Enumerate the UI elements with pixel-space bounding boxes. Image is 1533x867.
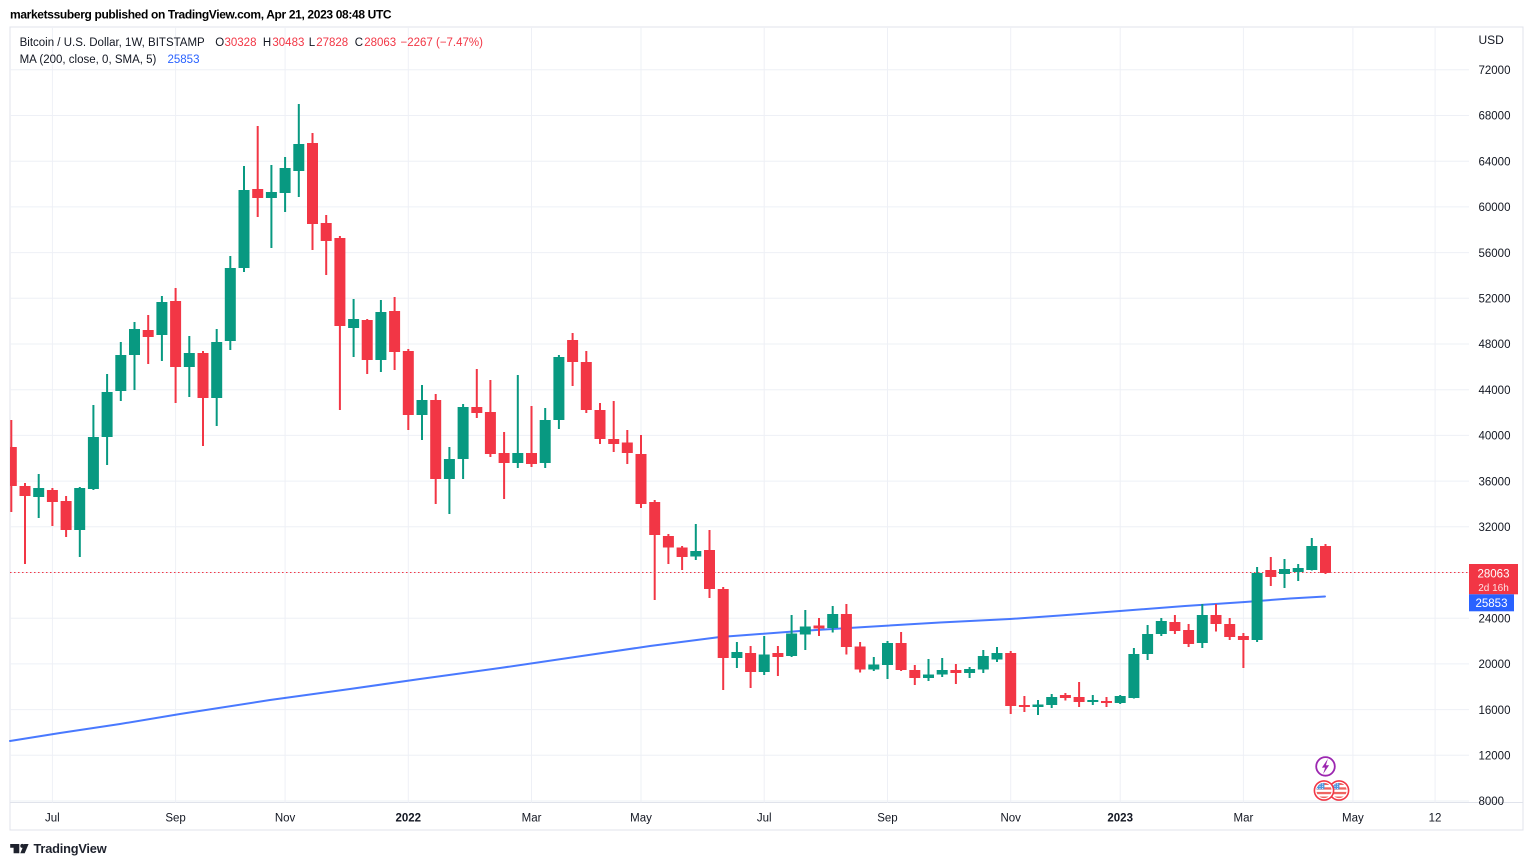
svg-text:May: May	[630, 812, 652, 824]
svg-text:25853: 25853	[1476, 598, 1508, 610]
svg-text:Sep: Sep	[877, 812, 897, 824]
svg-text:30483: 30483	[272, 37, 304, 49]
svg-text:44000: 44000	[1479, 385, 1511, 397]
svg-text:68000: 68000	[1479, 111, 1511, 123]
svg-text:marketssuberg published on Tra: marketssuberg published on TradingView.c…	[10, 8, 392, 22]
svg-text:MA (200, close, 0, SMA, 5): MA (200, close, 0, SMA, 5)	[20, 54, 157, 66]
svg-text:28063: 28063	[364, 37, 396, 49]
svg-text:27828: 27828	[316, 37, 348, 49]
svg-text:20000: 20000	[1479, 659, 1511, 671]
svg-text:60000: 60000	[1479, 202, 1511, 214]
svg-text:TradingView: TradingView	[34, 841, 107, 856]
svg-text:H: H	[263, 37, 271, 49]
svg-text:8000: 8000	[1479, 796, 1505, 808]
svg-text:Nov: Nov	[275, 812, 296, 824]
svg-text:L: L	[309, 37, 316, 49]
svg-text:16000: 16000	[1479, 705, 1511, 717]
svg-text:40000: 40000	[1479, 431, 1511, 443]
svg-text:64000: 64000	[1479, 156, 1511, 168]
svg-text:30328: 30328	[225, 37, 257, 49]
svg-text:32000: 32000	[1479, 522, 1511, 534]
svg-text:Jul: Jul	[45, 812, 60, 824]
svg-text:USD: USD	[1479, 33, 1505, 47]
svg-text:May: May	[1342, 812, 1364, 824]
svg-text:Nov: Nov	[1000, 812, 1021, 824]
svg-text:Bitcoin / U.S. Dollar, 1W, BIT: Bitcoin / U.S. Dollar, 1W, BITSTAMP	[20, 37, 205, 49]
svg-text:O: O	[215, 37, 224, 49]
svg-text:Mar: Mar	[1233, 812, 1253, 824]
svg-text:72000: 72000	[1479, 65, 1511, 77]
svg-text:25853: 25853	[168, 54, 200, 66]
svg-text:56000: 56000	[1479, 248, 1511, 260]
svg-text:−2267 (−7.47%): −2267 (−7.47%)	[401, 37, 484, 49]
svg-text:24000: 24000	[1479, 613, 1511, 625]
svg-text:52000: 52000	[1479, 294, 1511, 306]
svg-text:36000: 36000	[1479, 476, 1511, 488]
svg-text:12000: 12000	[1479, 751, 1511, 763]
svg-text:28063: 28063	[1478, 568, 1510, 580]
svg-text:C: C	[355, 37, 363, 49]
svg-text:12: 12	[1429, 812, 1442, 824]
svg-text:2d 16h: 2d 16h	[1478, 583, 1509, 594]
svg-text:2023: 2023	[1107, 812, 1133, 824]
svg-text:Sep: Sep	[165, 812, 185, 824]
svg-text:48000: 48000	[1479, 339, 1511, 351]
svg-text:Mar: Mar	[522, 812, 542, 824]
svg-text:Jul: Jul	[757, 812, 772, 824]
svg-text:2022: 2022	[396, 812, 422, 824]
